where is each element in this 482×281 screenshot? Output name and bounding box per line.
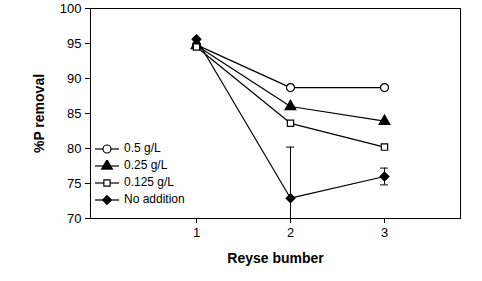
svg-text:100: 100 — [60, 1, 82, 16]
html-text:0.5 g/L: 0.5 g/L — [124, 141, 161, 155]
svg-text:75: 75 — [67, 176, 81, 191]
svg-text:95: 95 — [67, 36, 81, 51]
svg-text:1: 1 — [193, 225, 200, 240]
html-text:No addition: No addition — [124, 192, 185, 206]
svg-text:%P removal: %P removal — [31, 74, 47, 153]
svg-text:90: 90 — [67, 71, 81, 86]
svg-text:2: 2 — [287, 225, 294, 240]
svg-text:3: 3 — [381, 225, 388, 240]
svg-text:85: 85 — [67, 106, 81, 121]
html-text:0.25 g/L: 0.25 g/L — [124, 158, 168, 172]
svg-text:Reyse bumber: Reyse bumber — [227, 250, 324, 266]
html-text:0.125 g/L: 0.125 g/L — [124, 175, 174, 189]
svg-text:80: 80 — [67, 141, 81, 156]
svg-text:70: 70 — [67, 211, 81, 226]
